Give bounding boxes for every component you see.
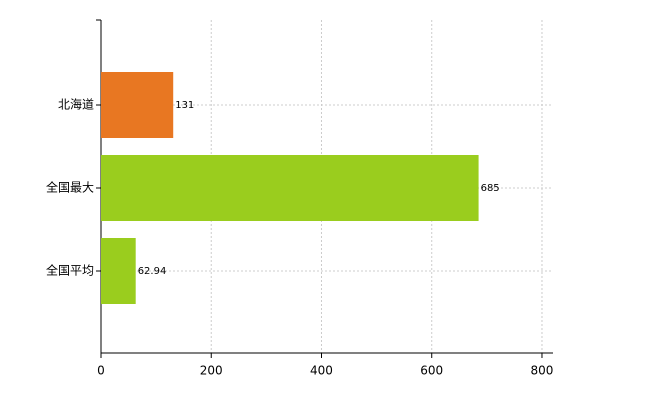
x-tick-label: 600 [420,364,443,378]
value-label: 62.94 [138,266,167,277]
x-tick-label: 400 [310,364,333,378]
x-tick-label: 200 [200,364,223,378]
bar [101,72,174,138]
bar [101,238,136,304]
x-tick-label: 800 [531,364,554,378]
y-tick-label: 北海道 [58,97,94,112]
x-tick-label: 0 [97,364,105,378]
bar [101,155,479,221]
value-label: 131 [175,100,194,111]
y-tick-label: 全国最大 [46,180,94,195]
value-label: 685 [481,183,500,194]
y-tick-label: 全国平均 [46,263,94,278]
